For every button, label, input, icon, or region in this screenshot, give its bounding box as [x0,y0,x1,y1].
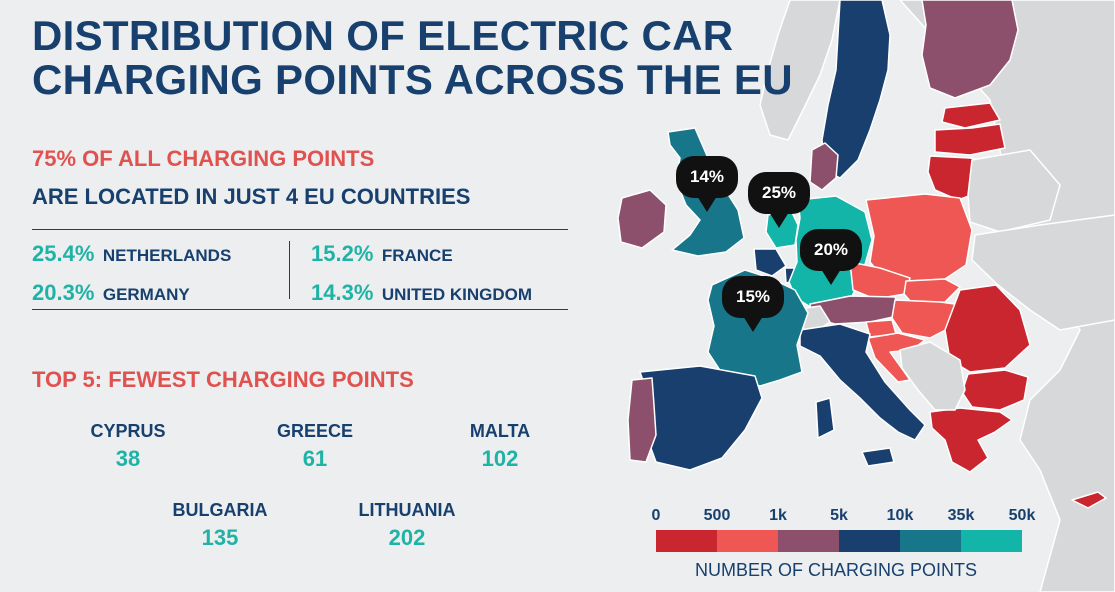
country-portugal [627,377,657,463]
title-line-2: CHARGING POINTS ACROSS THE EU [32,56,793,103]
country-hungary [891,299,963,339]
country-norway [759,0,841,141]
country-finland [921,0,1019,99]
country-sardinia [815,397,835,439]
stat-pct: 15.2% [311,241,374,266]
legend-tick: 10k [886,507,914,524]
fewest-cyprus: CYPRUS 38 [53,421,203,472]
country-latvia [934,123,1006,156]
country-ukraine [971,214,1115,331]
legend-segment [839,530,900,552]
country-greece [929,407,1013,473]
fewest-country: MALTA [469,421,531,441]
fewest-value: 135 [201,525,239,550]
stat-pct: 14.3% [311,280,374,305]
stat-united-kingdom: 14.3% UNITED KINGDOM [311,280,532,306]
title-line-1: DISTRIBUTION OF ELECTRIC CAR [32,12,734,59]
country-sicily [861,447,895,467]
country-spain [639,365,763,471]
fewest-lithuania: LITHUANIA 202 [332,500,482,551]
legend-tick: 35k [947,507,975,524]
fewest-country: CYPRUS [90,421,166,441]
fewest-value: 38 [115,446,141,471]
stat-country: NETHERLANDS [102,246,232,265]
divider-vertical [289,241,290,299]
fewest-title: TOP 5: FEWEST CHARGING POINTS [32,367,414,392]
fewest-country: LITHUANIA [358,500,456,520]
bubble-united-kingdom: 14% [676,156,738,212]
stat-pct: 25.4% [32,241,95,266]
headline-navy: ARE LOCATED IN JUST 4 EU COUNTRIES [32,184,471,209]
fewest-country: BULGARIA [172,500,268,520]
country-italy [799,323,926,441]
country-estonia [941,102,1001,129]
fewest-greece: GREECE 61 [240,421,390,472]
country-belgium [753,248,787,277]
fewest-value: 61 [302,446,328,471]
stat-germany: 20.3% GERMANY [32,280,190,306]
divider-bottom [32,309,568,310]
country-belarus [967,149,1061,233]
legend-color-scale [656,530,1022,552]
stat-pct: 20.3% [32,280,95,305]
country-slovakia [903,278,961,304]
stat-country: GERMANY [102,285,190,304]
bubble-netherlands: 25% [748,172,810,228]
bubble-germany: 20% [800,229,862,285]
fewest-bulgaria: BULGARIA 135 [145,500,295,551]
legend-segment [778,530,839,552]
legend-segment [656,530,717,552]
fewest-value: 202 [388,525,426,550]
page-title: DISTRIBUTION OF ELECTRIC CAR CHARGING PO… [32,14,812,102]
legend-tick: 50k [1008,507,1036,524]
headline-red: 75% OF ALL CHARGING POINTS [32,146,375,171]
country-ireland [617,189,667,249]
country-balkans [899,341,966,411]
country-croatia [867,332,926,383]
stat-country: UNITED KINGDOM [381,285,533,304]
legend-segment [961,530,1022,552]
bubble-france: 15% [722,276,784,332]
country-denmark [809,142,839,191]
country-cyprus [1071,491,1107,509]
stat-country: FRANCE [381,246,453,265]
stat-netherlands: 25.4% NETHERLANDS [32,241,231,267]
legend-label: NUMBER OF CHARGING POINTS [694,560,977,580]
fewest-malta: MALTA 102 [425,421,575,472]
divider-top [32,229,568,230]
fewest-country: GREECE [276,421,354,441]
stat-france: 15.2% FRANCE [311,241,453,267]
legend-tick: 0 [651,507,661,524]
country-bulgaria [961,369,1029,411]
legend-tick: 5k [830,507,848,524]
legend-tick: 1k [769,507,787,524]
legend-segment [717,530,778,552]
country-romania [944,284,1031,373]
country-sweden [821,0,891,179]
fewest-value: 102 [481,446,519,471]
legend-segment [900,530,961,552]
legend-tick: 500 [703,507,731,524]
